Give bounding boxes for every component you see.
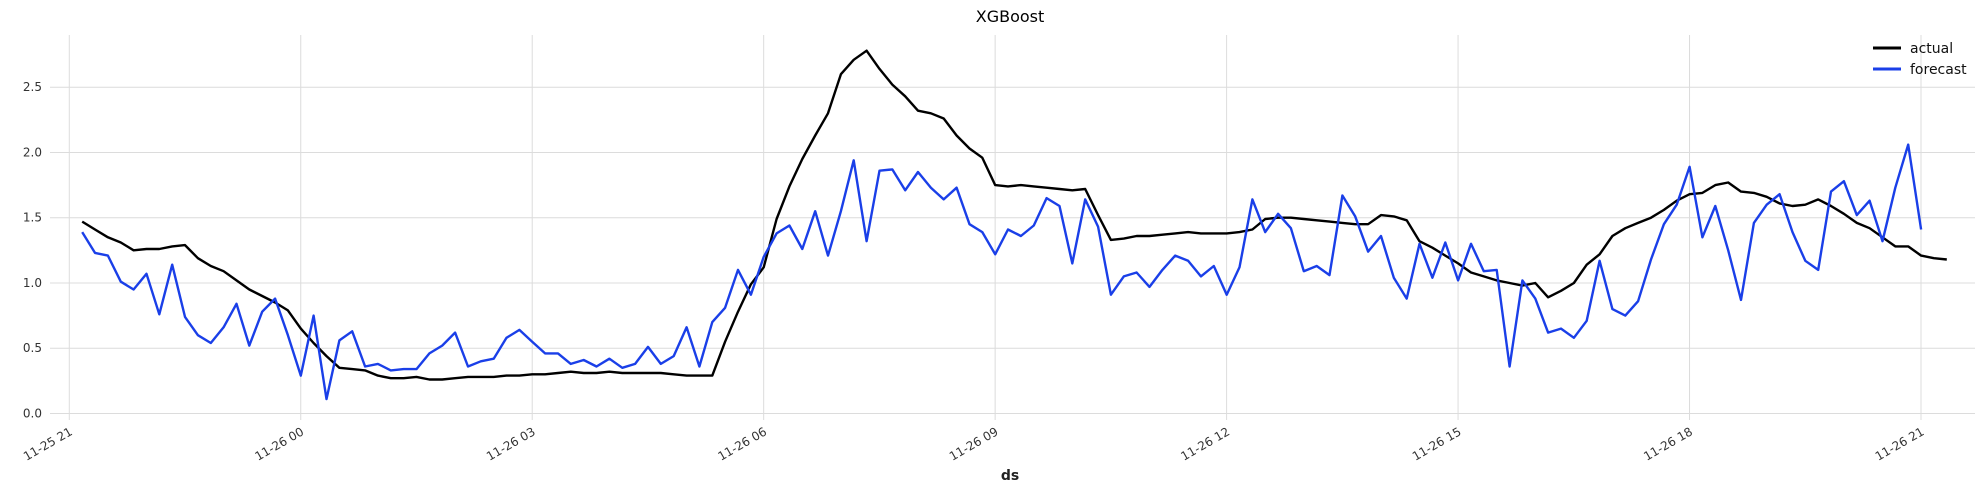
x-tick-label: 11-26 00 [253,424,307,463]
series-line-actual [81,49,1947,381]
grid [50,35,1975,420]
x-tick-label: 11-26 18 [1641,424,1695,463]
y-axis: 0.0 0.5 1.0 1.5 2.0 2.5 [23,80,42,420]
chart-title: XGBoost [976,7,1045,26]
x-axis: 11-25 21 11-26 00 11-26 03 11-26 06 11-26 09… [21,424,1926,463]
x-tick-label: 11-26 03 [484,424,538,463]
legend: actual forecast [1873,41,1967,78]
y-tick-label: 2.5 [23,80,42,94]
legend-label-actual: actual [1910,41,1953,57]
y-tick-label: 0.5 [23,341,42,355]
x-tick-label: 11-26 12 [1178,424,1232,463]
x-axis-label: ds [1001,468,1019,484]
series-line-forecast [81,143,1923,401]
x-tick-label: 11-26 09 [947,424,1001,463]
x-tick-label: 11-26 06 [715,424,769,463]
x-tick-label: 11-26 15 [1410,424,1464,463]
y-tick-label: 0.0 [23,406,42,420]
x-tick-label: 11-25 21 [21,424,75,463]
legend-label-forecast: forecast [1910,62,1967,78]
y-tick-label: 2.0 [23,145,42,159]
series-lines [81,49,1947,401]
x-tick-label: 11-26 21 [1873,424,1927,463]
y-tick-label: 1.0 [23,276,42,290]
y-tick-label: 1.5 [23,211,42,225]
